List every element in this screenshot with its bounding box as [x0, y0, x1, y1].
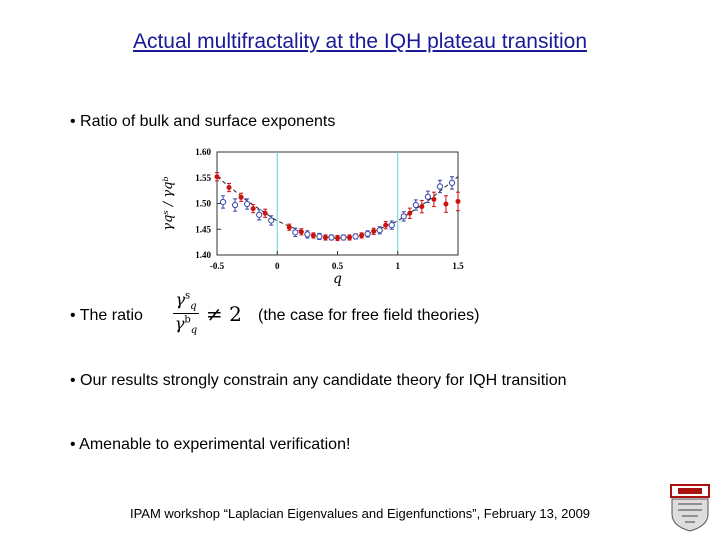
red-data-point	[371, 228, 377, 234]
fraction-bar	[173, 313, 199, 314]
red-data-point	[298, 229, 304, 235]
footer-text: IPAM workshop “Laplacian Eigenvalues and…	[129, 506, 591, 521]
blue-data-point	[219, 198, 227, 206]
red-data-point	[359, 232, 365, 238]
x-tick-label: 1.5	[452, 261, 464, 271]
red-data-point	[262, 210, 268, 216]
bullet-the-ratio: • The ratio	[70, 307, 143, 324]
blue-data-point	[328, 234, 335, 241]
red-data-point	[443, 201, 449, 207]
y-tick-label: 1.45	[195, 224, 211, 234]
blue-data-point	[436, 183, 444, 190]
red-data-point	[419, 204, 425, 210]
x-tick-label: 1	[396, 261, 401, 271]
blue-data-point	[352, 233, 359, 240]
red-data-point	[250, 206, 256, 212]
red-data-point	[286, 224, 292, 230]
blue-data-point	[304, 231, 311, 238]
red-data-point	[335, 235, 340, 241]
blue-data-point	[364, 230, 371, 237]
blue-data-point	[256, 211, 263, 218]
blue-data-point	[448, 179, 456, 187]
red-data-point	[322, 234, 328, 240]
red-data-point	[214, 174, 220, 180]
blue-data-point	[412, 201, 419, 209]
blue-data-point	[292, 229, 299, 236]
blue-data-point	[388, 222, 395, 229]
bullet-ratio-exponents: • Ratio of bulk and surface exponents	[70, 113, 336, 130]
blue-data-point	[376, 227, 383, 234]
slide-title: Actual multifractality at the IQH platea…	[132, 30, 588, 53]
fit-curve	[216, 176, 459, 240]
x-axis-label: q	[333, 271, 342, 287]
blue-data-point	[231, 201, 239, 209]
blue-data-point	[424, 193, 431, 200]
bullet-experimental: • Amenable to experimental verification!	[70, 436, 351, 453]
red-data-point	[238, 194, 244, 200]
y-axis-label: γqˢ / γqᵇ	[161, 176, 176, 230]
blue-data-point	[268, 217, 275, 224]
blue-data-point	[340, 234, 347, 241]
red-data-point	[383, 222, 389, 228]
university-crest-icon	[670, 484, 710, 532]
y-tick-label: 1.50	[195, 199, 211, 209]
x-tick-label: 0	[275, 261, 280, 271]
red-data-point	[310, 232, 316, 238]
bullet-constrain-theory: • Our results strongly constrain any can…	[70, 372, 567, 389]
blue-data-point	[400, 213, 407, 220]
ratio-scatter-chart: -0.5 0 0.5 1 1.5 1.40 1.45 1.50 1.55 1.60 q γqˢ / γ…	[161, 147, 464, 287]
formula-relation: ≠ 2	[206, 302, 242, 326]
red-data-point	[226, 185, 232, 191]
y-tick-label: 1.60	[195, 147, 211, 157]
y-tick-label: 1.40	[195, 250, 211, 260]
x-tick-label: 0.5	[332, 261, 344, 271]
red-data-point	[347, 234, 353, 240]
formula-denominator: γbq	[174, 314, 198, 337]
ratio-formula: γsq γbq ≠ 2	[172, 290, 267, 346]
red-data-point	[431, 196, 437, 202]
free-field-note: (the case for free field theories)	[258, 307, 480, 324]
y-tick-label: 1.55	[195, 173, 211, 183]
blue-data-point	[316, 233, 323, 240]
red-data-point	[455, 198, 461, 204]
formula-numerator: γsq	[175, 290, 197, 313]
red-data-point	[407, 210, 413, 216]
blue-data-point	[244, 200, 251, 208]
x-tick-label: -0.5	[210, 261, 225, 271]
